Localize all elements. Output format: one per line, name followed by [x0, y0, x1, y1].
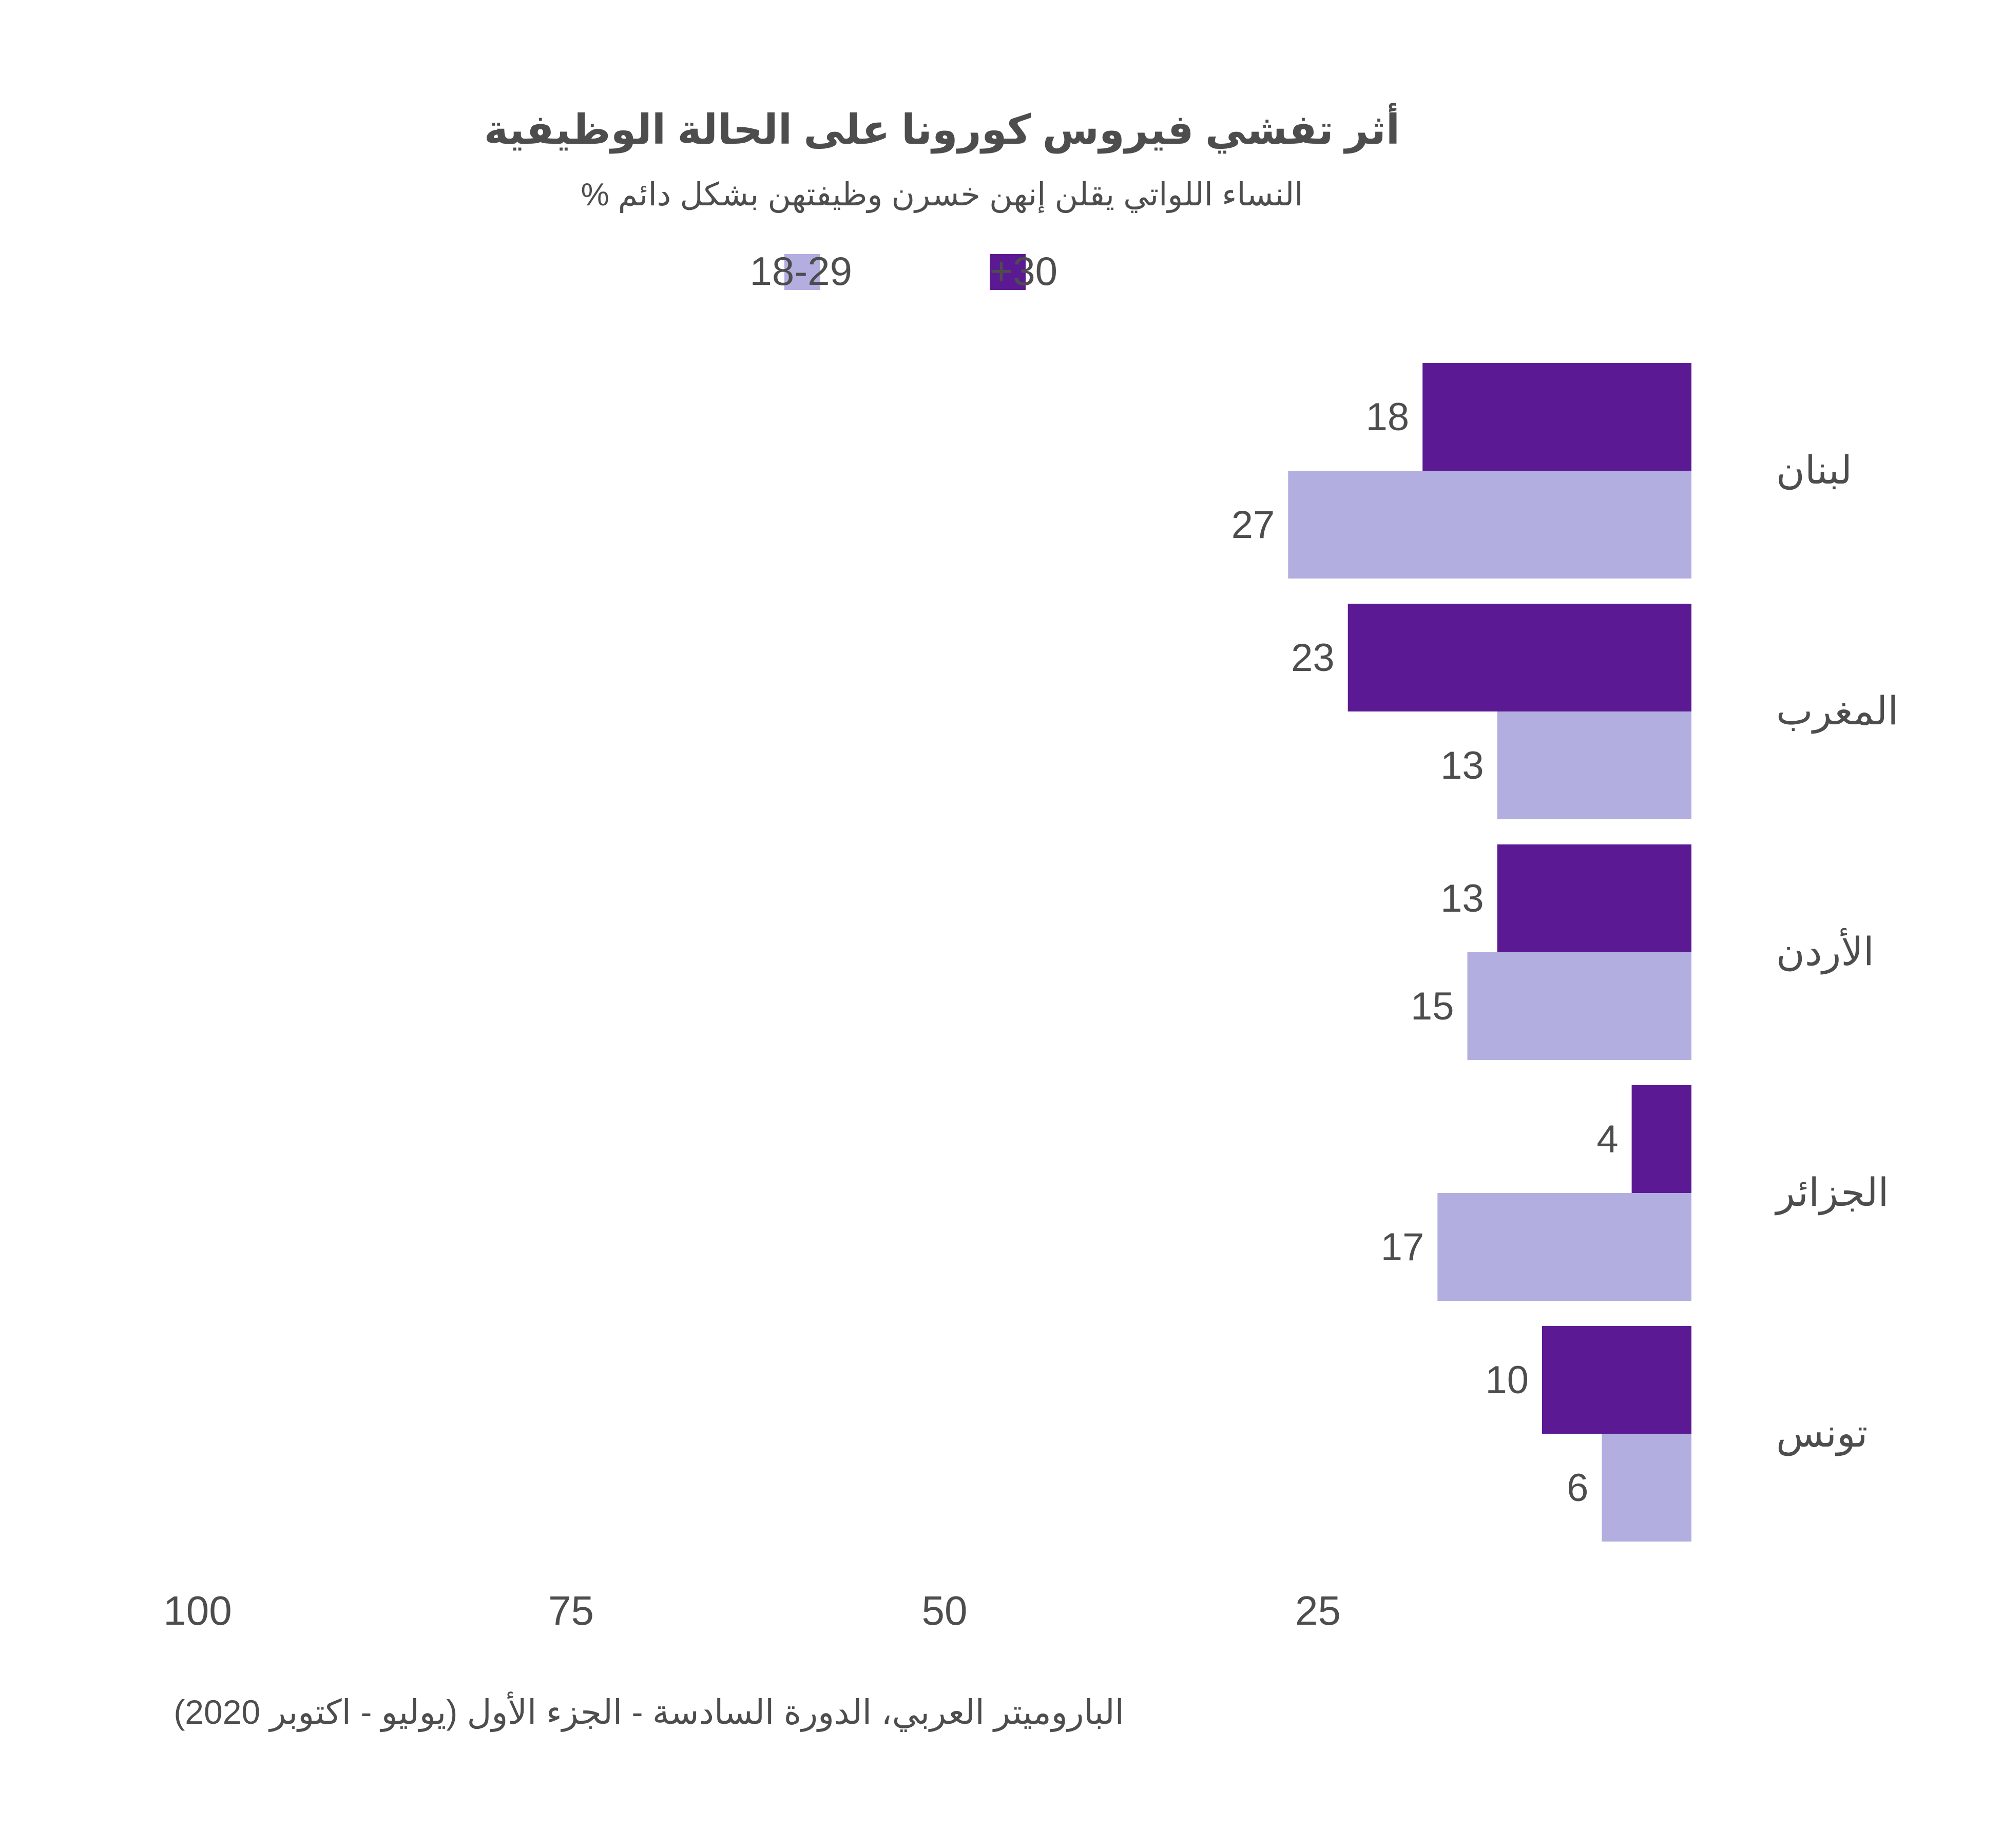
- bar-30plus-1: [1348, 604, 1691, 711]
- legend-label-18-29: 18-29: [750, 248, 853, 294]
- data-label-18-29-0: 27: [1231, 503, 1275, 547]
- data-label-18-29-1: 13: [1440, 744, 1484, 787]
- x-tick-label-3: 25: [1295, 1588, 1341, 1633]
- data-label-18-29-4: 6: [1567, 1466, 1588, 1510]
- bar-18-29-3: [1437, 1193, 1691, 1301]
- bar-18-29-4: [1602, 1434, 1691, 1542]
- bar-18-29-2: [1467, 952, 1691, 1060]
- data-label-30plus-2: 13: [1440, 877, 1484, 920]
- category-label-1: المغرب: [1776, 689, 1898, 734]
- bar-30plus-2: [1497, 844, 1691, 952]
- chart-title: أثر تفشي فيروس كورونا على الحالة الوظيفي…: [484, 103, 1400, 154]
- x-tick-label-1: 75: [548, 1588, 594, 1633]
- data-label-30plus-3: 4: [1596, 1118, 1618, 1161]
- category-label-2: الأردن: [1776, 928, 1874, 975]
- bars: [1288, 363, 1691, 1542]
- x-tick-label-2: 50: [922, 1588, 968, 1633]
- legend-swatch-18-29: [784, 254, 820, 290]
- category-labels: لبنان المغرب الأردن الجزائر تونس: [1774, 449, 1898, 1456]
- data-label-18-29-2: 15: [1411, 985, 1454, 1028]
- bar-30plus-0: [1422, 363, 1691, 471]
- chart-caption: الباروميتر العربي، الدورة السادسة - الجز…: [174, 1691, 1124, 1732]
- bar-18-29-1: [1497, 711, 1691, 819]
- data-label-18-29-3: 17: [1381, 1225, 1424, 1269]
- data-label-30plus-0: 18: [1366, 395, 1410, 439]
- bar-30plus-3: [1631, 1085, 1691, 1193]
- chart-subtitle: % النساء اللواتي يقلن إنهن خسرن وظيفتهن …: [581, 177, 1303, 214]
- category-label-3: الجزائر: [1774, 1171, 1889, 1216]
- data-label-30plus-4: 10: [1485, 1358, 1529, 1402]
- x-axis: 100 75 50 25: [163, 1588, 1341, 1633]
- legend: 18-29 +30: [750, 248, 1058, 294]
- data-labels: 18 27 23 13 13 15 4 17 10 6: [1231, 395, 1619, 1510]
- legend-swatch-30plus: [990, 254, 1026, 290]
- legend-label-30plus: +30: [990, 248, 1057, 294]
- category-label-0: لبنان: [1776, 449, 1852, 492]
- bar-18-29-0: [1288, 471, 1691, 579]
- bar-30plus-4: [1542, 1326, 1691, 1434]
- category-label-4: تونس: [1776, 1412, 1868, 1456]
- data-label-30plus-1: 23: [1291, 636, 1335, 680]
- x-tick-label-0: 100: [163, 1588, 232, 1633]
